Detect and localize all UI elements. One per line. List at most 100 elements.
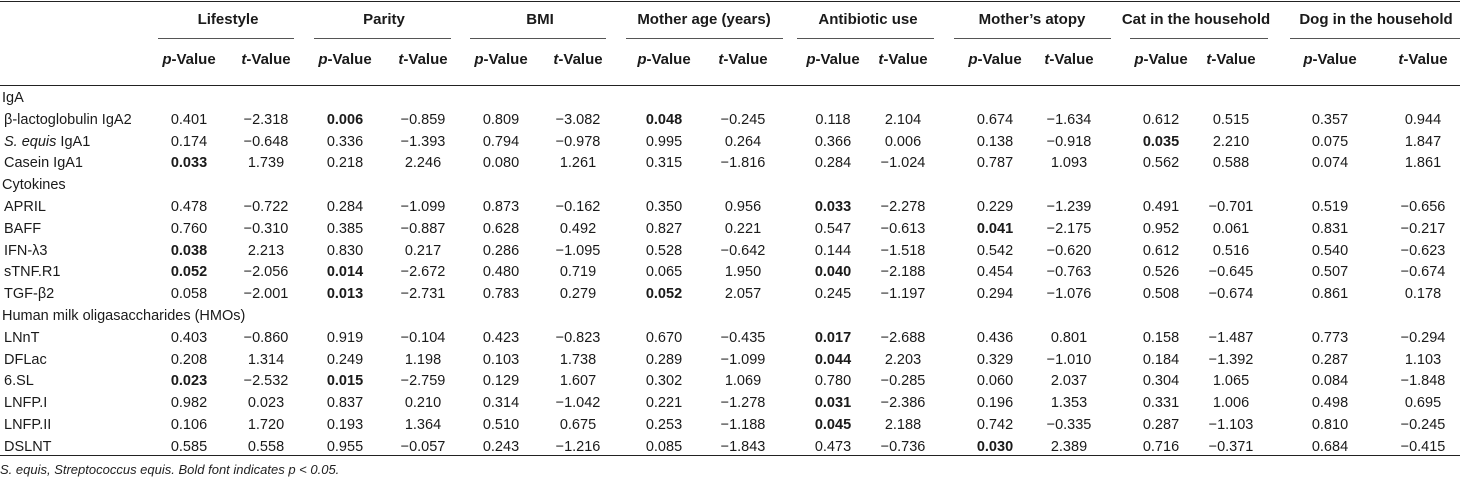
p-value-cell: 0.919 [326,329,364,346]
t-value-cell: −2.532 [243,373,289,390]
header-rest: -Value [483,51,528,68]
row-label: DSLNT [4,437,52,457]
header-rest: -Value [977,51,1022,68]
t-value-cell: −1.216 [555,438,601,455]
column-group-header: Mother age (years) [637,11,771,28]
p-value-cell: 0.837 [326,395,364,412]
t-value-cell: −0.294 [1400,329,1446,346]
header-italic: p [968,51,978,68]
t-value-cell: 1.093 [1050,155,1088,172]
p-value-header: p-Value [1121,50,1201,70]
p-value-cell: 0.674 [976,111,1014,128]
row-label: S. equis IgA1 [4,132,90,152]
p-value-cell: 0.366 [814,133,852,150]
header-italic: t [553,51,559,68]
t-value-cell: 0.719 [559,264,597,281]
t-value-cell: 2.389 [1050,438,1088,455]
p-value-cell: 0.014 [326,264,364,281]
t-value-cell: 0.956 [724,199,762,215]
header-rest: -Value [403,51,448,68]
group-underline [314,38,451,39]
t-value-cell: −0.722 [243,199,289,215]
t-value-cell: −1.076 [1046,286,1092,303]
p-value-cell: 0.350 [645,199,683,215]
t-value-cell: 0.516 [1212,242,1250,259]
column-group-header: Mother’s atopy [978,11,1086,28]
p-value-cell: 0.284 [326,199,364,215]
t-value-cell: −1.024 [880,155,926,172]
row-label-text: sTNF.R1 [4,264,61,281]
p-value-cell: 0.684 [1311,438,1349,455]
row-label: Casein IgA1 [4,153,83,173]
p-value-cell: 0.041 [976,220,1014,237]
header-italic: p [806,51,816,68]
p-value-cell: 0.304 [1142,373,1180,390]
p-value-cell: 0.542 [976,242,1014,259]
p-value-cell: 0.491 [1142,199,1180,215]
t-value-cell: 1.364 [404,417,442,433]
p-value-cell: 0.403 [170,329,208,346]
t-value-cell: 0.210 [404,395,442,412]
p-value-cell: 0.017 [814,329,852,346]
row-label: BAFF [4,219,41,239]
t-value-cell: −3.082 [555,111,601,128]
p-value-cell: 0.742 [976,417,1014,433]
p-value-cell: 0.006 [326,111,364,128]
group-underline [626,38,783,39]
row-label-text: LNFP.I [4,395,48,412]
p-value-cell: 0.174 [170,133,208,150]
header-italic: p [318,51,328,68]
p-value-cell: 0.289 [645,351,683,368]
t-value-cell: 0.023 [247,395,285,412]
row-label-italic: S. equis [4,133,57,150]
p-value-cell: 0.423 [482,329,520,346]
p-value-cell: 0.716 [1142,438,1180,455]
p-value-cell: 0.861 [1311,286,1349,303]
t-value-cell: −1.010 [1046,351,1092,368]
t-value-header: t-Value [226,50,306,70]
p-value-cell: 0.873 [482,199,520,215]
header-rest: -Value [1049,51,1094,68]
row-label: IFN-λ3 [4,241,48,261]
p-value-cell: 0.508 [1142,286,1180,303]
t-value-cell: −0.285 [880,373,926,390]
t-value-cell: −2.056 [243,264,289,281]
p-value-cell: 0.085 [645,438,683,455]
row-label: sTNF.R1 [4,262,60,282]
t-value-cell: −0.736 [880,438,926,455]
p-value-cell: 0.031 [814,395,852,412]
p-value-cell: 0.952 [1142,220,1180,237]
t-value-cell: −0.645 [1208,264,1254,281]
t-value-cell: −1.848 [1400,373,1446,390]
p-value-cell: 0.528 [645,242,683,259]
header-italic: p [637,51,647,68]
p-value-cell: 0.982 [170,395,208,412]
t-value-cell: 1.353 [1050,395,1088,412]
table-rule [0,455,1460,456]
p-value-cell: 0.760 [170,220,208,237]
p-value-cell: 0.158 [1142,329,1180,346]
t-value-cell: −0.656 [1400,199,1446,215]
row-label: APRIL [4,197,46,217]
t-value-cell: −0.335 [1046,417,1092,433]
t-value-cell: 1.720 [247,417,285,433]
t-value-cell: −0.613 [880,220,926,237]
p-value-header: p-Value [461,50,541,70]
p-value-cell: 0.084 [1311,373,1349,390]
t-value-cell: −0.623 [1400,242,1446,259]
row-label-text: Casein IgA1 [4,155,83,172]
p-value-cell: 0.074 [1311,155,1349,172]
p-value-cell: 0.106 [170,417,208,433]
t-value-cell: −1.042 [555,395,601,412]
t-value-cell: −0.057 [400,438,446,455]
t-value-cell: −0.701 [1208,199,1254,215]
t-value-cell: 0.492 [559,220,597,237]
header-rest: -Value [815,51,860,68]
row-label: LNFP.II [4,415,51,435]
group-underline [797,38,934,39]
p-value-cell: 0.612 [1142,242,1180,259]
row-label: DFLac [4,350,47,370]
header-italic: t [718,51,724,68]
t-value-cell: 0.221 [724,220,762,237]
p-value-cell: 0.013 [326,286,364,303]
